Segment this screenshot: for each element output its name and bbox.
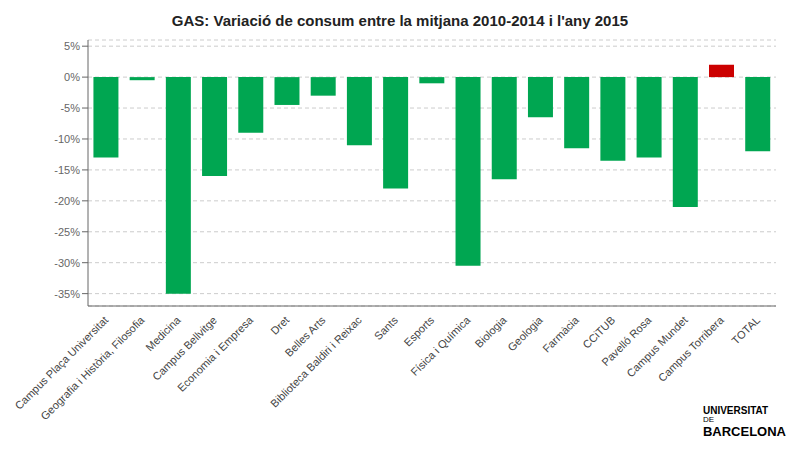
- svg-text:-15%: -15%: [54, 164, 80, 176]
- svg-text:Farmàcia: Farmàcia: [540, 313, 582, 355]
- html-text:BARCELONA: BARCELONA: [702, 423, 786, 439]
- svg-text:Campus Plaça Universitat: Campus Plaça Universitat: [12, 313, 111, 412]
- html-text:GAS: Variació de consum entre: GAS: Variació de consum entre la mitjana…: [171, 12, 629, 29]
- svg-text:-25%: -25%: [54, 226, 80, 238]
- svg-text:Campus Bellvitge: Campus Bellvitge: [150, 314, 219, 383]
- svg-text:Geologia: Geologia: [505, 313, 545, 353]
- svg-text:-10%: -10%: [54, 133, 80, 145]
- html-text:DE: DE: [702, 414, 715, 424]
- svg-text:Belles Arts: Belles Arts: [282, 313, 328, 359]
- svg-text:Biblioteca Baldiri i Reixac: Biblioteca Baldiri i Reixac: [268, 313, 364, 409]
- svg-text:Sants: Sants: [372, 313, 401, 342]
- svg-text:-20%: -20%: [54, 195, 80, 207]
- svg-text:Dret: Dret: [268, 314, 291, 337]
- svg-text:Biologia: Biologia: [473, 313, 510, 350]
- svg-text:TOTAL: TOTAL: [729, 314, 762, 347]
- svg-text:Campus Torribera: Campus Torribera: [656, 313, 727, 384]
- svg-text:CCiTUB: CCiTUB: [580, 314, 617, 351]
- svg-text:Esports: Esports: [401, 313, 436, 348]
- svg-text:0%: 0%: [64, 71, 80, 83]
- svg-text:-5%: -5%: [60, 102, 80, 114]
- svg-text:Geografia i Història, Filosofi: Geografia i Història, Filosofia: [38, 313, 147, 422]
- svg-text:5%: 5%: [64, 40, 80, 52]
- svg-text:Física i Química: Física i Química: [408, 313, 473, 378]
- svg-text:Campus Mundet: Campus Mundet: [624, 314, 690, 380]
- svg-text:-30%: -30%: [54, 257, 80, 269]
- svg-text:Economia i Empresa: Economia i Empresa: [175, 313, 256, 394]
- svg-text:Pavelló Rosa: Pavelló Rosa: [599, 313, 654, 369]
- html-text:UNIVERSITAT: UNIVERSITAT: [702, 404, 769, 416]
- svg-text:Medicina: Medicina: [143, 313, 183, 354]
- svg-text:-35%: -35%: [54, 288, 80, 300]
